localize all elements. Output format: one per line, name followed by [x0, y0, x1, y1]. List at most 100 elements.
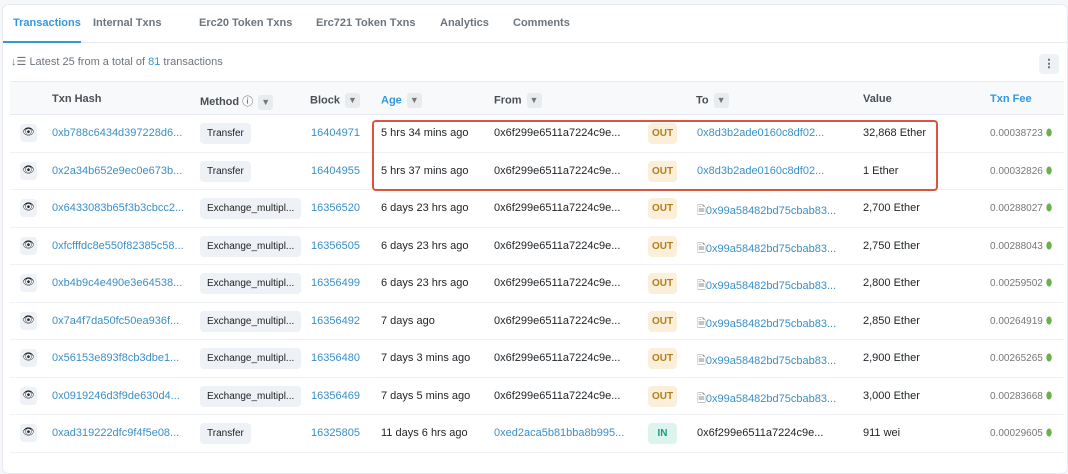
txn-fee: 0.00038723: [990, 128, 1043, 139]
from-address[interactable]: 0xed2aca5b81bba8b995...: [494, 427, 625, 439]
block-link[interactable]: 16356480: [311, 352, 360, 364]
txn-hash-link[interactable]: 0xb4b9c4e490e3e64538...: [52, 277, 183, 289]
value: 2,700 Ether: [863, 202, 920, 214]
direction-badge: OUT: [648, 348, 677, 369]
method-badge: Exchange_multipl...: [200, 348, 302, 369]
col-value: Value: [863, 93, 892, 105]
filter-icon[interactable]: ▼: [344, 93, 360, 108]
contract-icon: 🗎: [697, 280, 706, 292]
gas-icon: ⬮: [1045, 278, 1053, 289]
age: 7 days ago: [381, 314, 435, 327]
txn-hash-link[interactable]: 0xad319222dfc9f4f5e08...: [52, 427, 180, 439]
value: 2,750 Ether: [863, 239, 920, 252]
contract-icon: 🗎: [697, 317, 706, 330]
txn-hash-link[interactable]: 0xb788c6434d397228d6...: [52, 127, 183, 139]
to-address[interactable]: 0x99a58482bd75cbab83...: [705, 392, 837, 405]
to-address[interactable]: 0x99a58482bd75cbab83...: [705, 205, 837, 217]
eye-icon[interactable]: 👁: [20, 311, 37, 330]
tab-erc721-token-txns[interactable]: Erc721 Token Txns: [316, 17, 416, 29]
age: 5 hrs 37 mins ago: [381, 164, 469, 177]
block-link[interactable]: 16356469: [311, 389, 360, 402]
tab-analytics[interactable]: Analytics: [440, 17, 489, 29]
col-txn-hash: Txn Hash: [52, 93, 102, 105]
to-address[interactable]: 0x8d3b2ade0160c8df02...: [697, 127, 825, 139]
contract-icon: 🗎: [697, 242, 706, 255]
block-link[interactable]: 16356520: [311, 202, 360, 214]
col-block: Block ▼: [310, 93, 360, 108]
eye-icon[interactable]: 👁: [20, 424, 37, 442]
eye-icon[interactable]: 👁: [20, 274, 37, 292]
gas-icon: ⬮: [1045, 240, 1053, 252]
to-address: 0x6f299e6511a7224c9e...: [697, 427, 824, 439]
txn-hash-link[interactable]: 0x2a34b652e9ec0e673b...: [52, 164, 183, 177]
to-address[interactable]: 0x99a58482bd75cbab83...: [705, 317, 837, 330]
eye-icon[interactable]: 👁: [20, 199, 37, 217]
col-to: To ▼: [696, 93, 729, 108]
block-link[interactable]: 16404971: [311, 127, 360, 139]
table-row: 👁 0xfcfffdc8e550f82385c58... Exchange_mu…: [10, 228, 1064, 265]
eye-icon[interactable]: 👁: [20, 124, 37, 142]
table-row: 👁 0x6433083b65f3b3cbcc2... Exchange_mult…: [10, 190, 1064, 228]
filter-icon[interactable]: ▼: [406, 93, 422, 108]
block-link[interactable]: 16356499: [311, 277, 360, 289]
block-link[interactable]: 16404955: [311, 164, 360, 177]
age: 11 days 6 hrs ago: [381, 427, 468, 439]
txn-hash-link[interactable]: 0x56153e893f8cb3dbe1...: [52, 352, 180, 364]
more-options-button[interactable]: ⋮: [1039, 54, 1059, 74]
eye-icon[interactable]: 👁: [20, 161, 37, 180]
eye-icon[interactable]: 👁: [20, 349, 37, 367]
from-address: 0x6f299e6511a7224c9e...: [494, 202, 621, 214]
col-from: From ▼: [494, 93, 542, 108]
txn-hash-link[interactable]: 0xfcfffdc8e550f82385c58...: [52, 239, 184, 252]
from-address: 0x6f299e6511a7224c9e...: [494, 352, 621, 364]
filter-icon[interactable]: ▼: [713, 93, 729, 108]
txn-fee: 0.00288027: [990, 203, 1043, 214]
direction-badge: OUT: [648, 198, 677, 219]
col-txn-fee[interactable]: Txn Fee: [990, 93, 1032, 105]
tab-comments[interactable]: Comments: [513, 17, 570, 29]
block-link[interactable]: 16325805: [311, 427, 360, 439]
filter-icon[interactable]: ▼: [526, 93, 542, 108]
table-row: 👁 0xb4b9c4e490e3e64538... Exchange_multi…: [10, 265, 1064, 303]
to-address[interactable]: 0x99a58482bd75cbab83...: [705, 355, 837, 367]
block-link[interactable]: 16356505: [311, 239, 360, 252]
age: 7 days 5 mins ago: [381, 389, 471, 402]
active-tab-indicator: [3, 41, 81, 43]
direction-badge: IN: [648, 423, 677, 444]
gas-icon: ⬮: [1045, 165, 1053, 177]
col-method: Method ⓘ ▼: [200, 93, 274, 110]
tab-erc20-token-txns[interactable]: Erc20 Token Txns: [199, 17, 293, 29]
to-address[interactable]: 0x99a58482bd75cbab83...: [705, 280, 837, 292]
value: 2,850 Ether: [863, 314, 920, 327]
info-icon[interactable]: ⓘ: [242, 96, 254, 108]
txn-fee: 0.00029605: [990, 428, 1043, 439]
to-address[interactable]: 0x8d3b2ade0160c8df02...: [697, 164, 825, 177]
gas-icon: ⬮: [1045, 390, 1053, 402]
txn-hash-link[interactable]: 0x7a4f7da50fc50ea936f...: [52, 314, 180, 327]
block-link[interactable]: 16356492: [311, 314, 360, 327]
from-address: 0x6f299e6511a7224c9e...: [494, 314, 621, 327]
to-address[interactable]: 0x99a58482bd75cbab83...: [705, 242, 837, 255]
txn-hash-link[interactable]: 0x6433083b65f3b3cbcc2...: [52, 202, 185, 214]
txn-hash-link[interactable]: 0x0919246d3f9de630d4...: [52, 389, 180, 402]
from-address: 0x6f299e6511a7224c9e...: [494, 389, 621, 402]
tab-transactions[interactable]: Transactions: [13, 17, 81, 29]
col-age[interactable]: Age ▼: [381, 93, 422, 108]
txn-fee: 0.00288043: [990, 240, 1043, 252]
value: 911 wei: [863, 427, 901, 439]
filter-icon[interactable]: ▼: [258, 94, 274, 110]
txn-fee: 0.00032826: [990, 165, 1043, 177]
value: 1 Ether: [863, 164, 899, 177]
table-header: Txn Hash Method ⓘ ▼ Block ▼ Age ▼ From ▼ To ▼…: [10, 81, 1064, 115]
from-address: 0x6f299e6511a7224c9e...: [494, 127, 621, 139]
txn-fee: 0.00265265: [990, 353, 1043, 364]
eye-icon[interactable]: 👁: [20, 236, 37, 255]
table-row: 👁 0xad319222dfc9f4f5e08... Transfer 1632…: [10, 415, 1064, 453]
tab-internal-txns[interactable]: Internal Txns: [93, 17, 162, 29]
from-address: 0x6f299e6511a7224c9e...: [494, 239, 621, 252]
gas-icon: ⬮: [1045, 428, 1053, 439]
age: 6 days 23 hrs ago: [381, 277, 469, 289]
direction-badge: OUT: [648, 385, 677, 407]
eye-icon[interactable]: 👁: [20, 386, 37, 405]
contract-icon: 🗎: [697, 205, 706, 217]
